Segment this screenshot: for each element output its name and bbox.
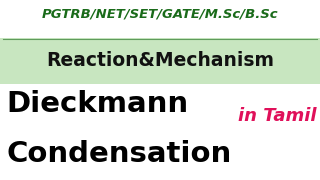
Text: Reaction&Mechanism: Reaction&Mechanism [46, 51, 274, 70]
Text: Dieckmann: Dieckmann [6, 90, 188, 118]
FancyBboxPatch shape [0, 38, 320, 84]
Text: in Tamil: in Tamil [238, 107, 317, 125]
Text: Condensation: Condensation [6, 140, 232, 168]
Text: PGTRB/NET/SET/GATE/M.Sc/B.Sc: PGTRB/NET/SET/GATE/M.Sc/B.Sc [42, 7, 278, 20]
